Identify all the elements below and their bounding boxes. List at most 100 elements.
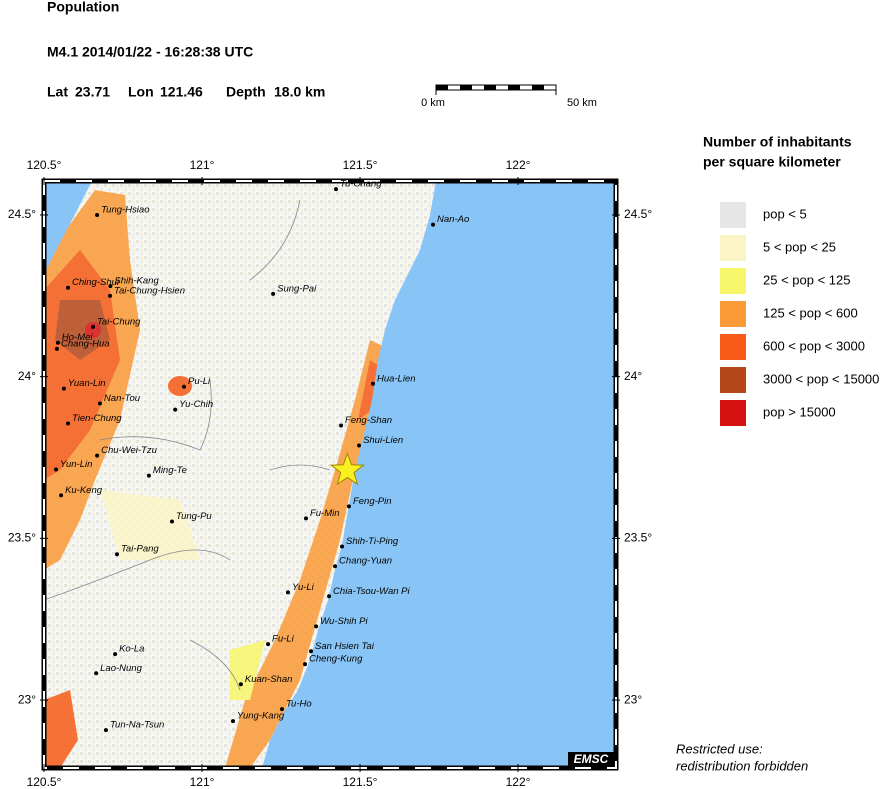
city-label: Tu-Chang [340,179,382,190]
footer-note: Restricted use: [676,741,763,756]
city-dot [55,340,60,345]
city-label: Wu-Shih Pi [320,616,368,627]
lon-tick-label: 121° [190,775,215,789]
legend-label: 600 < pop < 3000 [763,338,865,353]
legend-swatch [720,334,746,360]
city-dot [303,516,308,521]
city-dot [333,564,338,569]
rivers [44,199,331,691]
legend-swatch [720,202,746,228]
city-label: Feng-Pin [353,496,392,507]
city-dot [370,381,375,386]
city-label: Tai-Chung [97,316,141,327]
city-dot [271,291,276,296]
city-dot [97,401,102,406]
city-label: Nan-Ao [437,214,469,225]
city-dot [95,453,100,458]
lat-tick-label: 23.5° [624,531,652,545]
city-label: Tien-Chung [72,413,122,424]
city-label: Tai-Pang [121,544,159,555]
city-dot [95,212,100,217]
city-dot [334,187,339,192]
scale-bar [435,84,557,95]
city-label: Ko-La [119,644,144,655]
city-label: Yuan-Lin [68,378,106,389]
city-dot [115,552,120,557]
city-dot [230,719,235,724]
city-label: Ming-Te [153,465,187,476]
city-dot [54,467,59,472]
city-dot [90,324,95,329]
city-dot [314,624,319,629]
city-label: Hua-Lien [377,373,416,384]
city-label: Yu-Chih [179,399,213,410]
legend: pop < 5 5 < pop < 25 25 < pop < 125 125 < p… [720,202,879,426]
legend-title: per square kilometer [703,154,841,170]
city-label: Lao-Nung [100,663,142,674]
lon-label: Lon [128,84,154,100]
city-label: Nan-Tou [104,393,141,404]
city-label: Tun-Na-Tsun [110,720,164,731]
title: Population [47,0,119,15]
lat-tick-label: 23° [18,692,36,706]
city-label: Chang-Yuan [339,556,392,567]
lat-tick-label: 24° [624,369,642,383]
city-label: Tung-Hsiao [101,204,149,215]
credit: EMSC [574,752,609,766]
footer-note: redistribution forbidden [676,758,808,773]
city-dot [54,346,59,351]
legend-label: pop < 5 [763,206,807,221]
city-dot [431,222,436,227]
city-dot [303,662,308,667]
lon-tick-label: 121.5° [343,158,378,172]
lon-tick-label: 121.5° [343,775,378,789]
city-label: Chia-Tsou-Wan Pi [333,586,410,597]
map-body [44,181,616,768]
city-dot [61,386,66,391]
lon-value: 121.46 [160,84,203,100]
city-label: Kuan-Shan [245,674,293,685]
legend-swatch [720,235,746,261]
city-dot [113,652,118,657]
city-label: Feng-Shan [345,415,392,426]
lat-tick-label: 23.5° [8,531,36,545]
legend-label: pop > 15000 [763,404,836,419]
lat-value: 23.71 [75,84,110,100]
lon-tick-label: 122° [506,158,531,172]
lat-tick-label: 24° [18,369,36,383]
sea-west [44,181,92,275]
lon-tick-label: 120.5° [27,158,62,172]
city-dot [108,293,113,298]
city-label: Tung-Pu [176,511,212,522]
scale-end: 50 km [567,97,597,109]
city-dot [279,707,284,712]
lon-tick-label: 122° [506,775,531,789]
city-dot [103,728,108,733]
legend-swatch [720,400,746,426]
city-label: Pu-Li [188,376,211,387]
sea-east [262,181,616,768]
legend-title: Number of inhabitants [703,134,852,150]
legend-label: 3000 < pop < 15000 [763,371,879,386]
lat-tick-label: 24.5° [8,207,36,221]
city-label: Cheng-Kung [309,654,363,665]
legend-swatch [720,301,746,327]
lat-tick-label: 23° [624,692,642,706]
city-label: Tu-Ho [286,699,312,710]
legend-swatch [720,367,746,393]
city-label: Fu-Li [272,634,295,645]
map-marks: 120.5° 120.5° 121° 121° 121.5° 121.5° 122° 122°… [8,158,653,789]
scale-start: 0 km [421,97,445,109]
legend-swatch [720,268,746,294]
lat-tick-label: 24.5° [624,207,652,221]
city-dot [108,284,113,289]
city-label: Shui-Lien [363,435,403,446]
city-label: Tai-Chung-Hsien [114,285,185,296]
city-dot [181,384,186,389]
city-dot [340,544,345,549]
city-dot [309,649,314,654]
city-label: Yung-Kang [237,711,285,722]
city-label: Ku-Keng [65,485,103,496]
city-label: Ching-Shui [72,277,120,288]
map-frame-dash [43,180,617,769]
